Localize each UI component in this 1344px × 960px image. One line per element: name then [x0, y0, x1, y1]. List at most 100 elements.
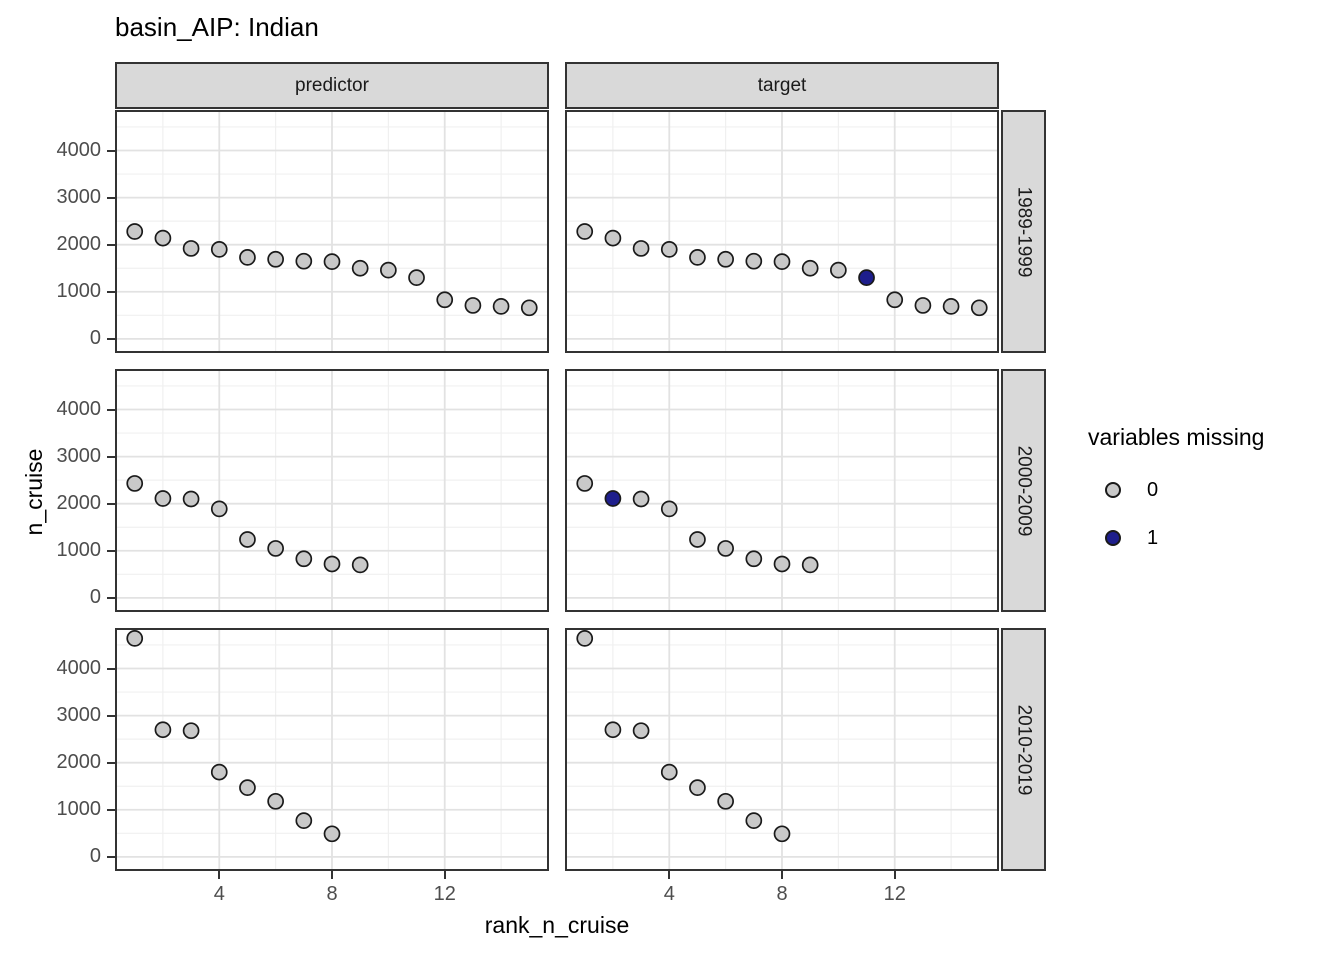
y-tick-mark — [107, 243, 115, 246]
data-point-rank-4 — [660, 763, 678, 781]
y-tick-mark — [107, 290, 115, 293]
y-tick-mark — [107, 596, 115, 599]
data-point-rank-3 — [182, 240, 200, 257]
panel-predictor-2010-2019 — [115, 628, 549, 871]
legend-label-0: 0 — [1147, 478, 1159, 501]
data-point-rank-8 — [773, 253, 791, 270]
data-point-rank-2 — [604, 490, 622, 507]
y-tick-mark — [107, 714, 115, 717]
y-tick-mark — [107, 196, 115, 199]
y-tick-label: 3000 — [56, 185, 102, 208]
y-tick-mark — [107, 455, 115, 458]
data-point-rank-2 — [154, 490, 172, 507]
data-point-rank-2 — [154, 229, 172, 247]
data-point-rank-1 — [576, 630, 594, 647]
y-tick-mark — [107, 408, 115, 411]
x-tick-label: 12 — [883, 883, 906, 905]
y-tick-label: 0 — [89, 326, 101, 349]
data-point-rank-5 — [689, 779, 706, 796]
data-point-rank-8 — [323, 825, 341, 843]
y-tick-label: 4000 — [56, 138, 102, 161]
x-tick-label: 12 — [433, 883, 456, 905]
data-point-rank-5 — [689, 531, 706, 548]
row-strip-2000-2009: 2000-2009 — [1001, 369, 1046, 612]
x-tick-label: 4 — [663, 883, 675, 905]
y-tick-mark — [107, 855, 115, 858]
panel-target-2000-2009 — [565, 369, 999, 612]
plot-title: basin_AIP: Indian — [115, 12, 319, 42]
x-axis-title: rank_n_cruise — [484, 912, 630, 938]
data-point-rank-3 — [632, 240, 650, 257]
x-tick-mark — [331, 871, 333, 879]
y-tick-mark — [107, 337, 115, 340]
x-tick-mark — [781, 871, 783, 879]
y-tick-label: 2000 — [56, 491, 102, 514]
legend: variables missing 0 1 — [1088, 424, 1264, 569]
legend-key-circle-1 — [1105, 530, 1121, 546]
data-point-rank-5 — [239, 531, 256, 548]
data-point-rank-3 — [632, 722, 650, 740]
data-point-rank-9 — [351, 259, 369, 277]
y-tick-mark — [107, 761, 115, 764]
panel-predictor-2000-2009 — [115, 369, 549, 612]
data-point-rank-7 — [745, 252, 763, 270]
data-point-rank-15 — [520, 299, 538, 317]
y-axis-title: n_cruise — [20, 448, 47, 536]
y-tick-mark — [107, 149, 115, 152]
x-tick-mark — [218, 871, 221, 879]
data-point-rank-14 — [942, 298, 960, 315]
data-point-rank-8 — [773, 825, 791, 843]
data-point-rank-4 — [210, 763, 228, 781]
data-point-rank-6 — [267, 792, 284, 810]
data-point-rank-9 — [801, 556, 819, 574]
data-point-rank-5 — [689, 249, 706, 266]
panel-target-1989-1999 — [565, 110, 999, 353]
data-point-rank-5 — [239, 249, 256, 266]
y-tick-label: 2000 — [56, 750, 102, 773]
data-point-rank-13 — [464, 297, 482, 314]
data-point-rank-12 — [886, 291, 904, 309]
column-strip-label: predictor — [295, 74, 369, 96]
data-point-rank-5 — [239, 779, 256, 796]
row-strip-2010-2019: 2010-2019 — [1001, 628, 1046, 871]
column-strip-label: target — [757, 74, 807, 96]
y-tick-label: 1000 — [56, 538, 102, 561]
data-point-rank-1 — [576, 223, 594, 240]
data-point-rank-12 — [436, 291, 454, 309]
y-tick-label: 2000 — [56, 232, 102, 255]
y-tick-label: 0 — [89, 844, 101, 867]
data-point-rank-8 — [323, 555, 341, 573]
y-tick-label: 1000 — [56, 279, 102, 302]
data-point-rank-6 — [717, 540, 734, 557]
data-point-rank-10 — [380, 261, 397, 279]
y-tick-mark — [107, 549, 115, 552]
data-point-rank-4 — [660, 500, 678, 518]
x-tick-mark — [668, 871, 671, 879]
row-strip-label: 1989-1999 — [1013, 186, 1035, 277]
x-tick-label: 8 — [776, 883, 788, 905]
data-point-rank-11 — [858, 269, 875, 287]
data-point-rank-7 — [295, 252, 313, 270]
data-point-rank-6 — [267, 250, 284, 268]
legend-item-missing-0: 0 — [1088, 473, 1264, 507]
x-tick-mark — [893, 871, 896, 879]
y-tick-label: 4000 — [56, 397, 102, 420]
data-point-rank-14 — [492, 298, 510, 315]
y-tick-mark — [107, 808, 115, 811]
data-point-rank-11 — [408, 269, 425, 287]
data-point-rank-1 — [126, 223, 144, 240]
data-point-rank-7 — [295, 550, 313, 568]
data-point-rank-2 — [154, 721, 172, 739]
data-point-rank-7 — [745, 550, 763, 568]
row-strip-label: 2010-2019 — [1013, 704, 1035, 795]
data-point-rank-9 — [801, 259, 819, 277]
data-point-rank-3 — [632, 490, 650, 508]
data-point-rank-15 — [970, 299, 988, 317]
data-point-rank-7 — [745, 812, 763, 829]
legend-title: variables missing — [1088, 424, 1265, 450]
data-point-rank-4 — [210, 241, 228, 258]
data-point-rank-10 — [830, 261, 847, 279]
data-point-rank-1 — [576, 475, 594, 492]
data-point-rank-2 — [604, 229, 622, 247]
legend-item-missing-1: 1 — [1088, 521, 1264, 555]
